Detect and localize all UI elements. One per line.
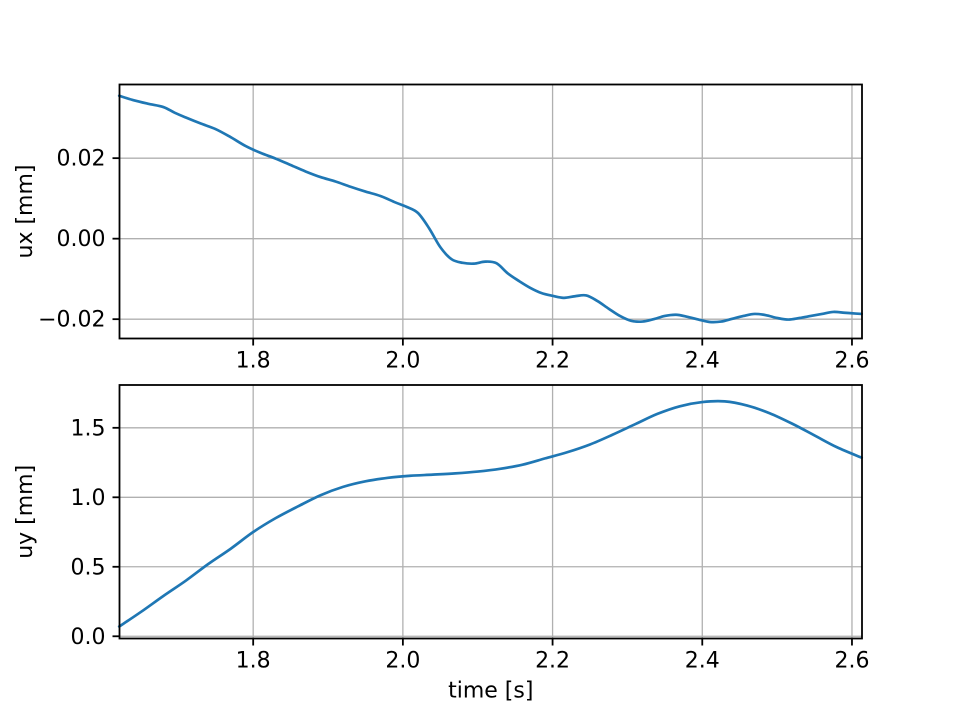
x-axis-label: time [s] <box>448 679 533 704</box>
y-axis-label: ux [mm] <box>13 165 38 259</box>
ux-line <box>117 94 864 324</box>
x-tick-label: 1.8 <box>236 649 271 674</box>
x-axis: 1.8 2.0 2.2 2.4 2.6 <box>236 638 869 674</box>
y-axis: 0.0 0.5 1.0 1.5 <box>71 416 120 650</box>
y-tick-label: 0.02 <box>57 147 106 172</box>
x-tick-label: 1.8 <box>236 349 271 374</box>
x-tick-label: 2.2 <box>535 349 570 374</box>
gridlines <box>119 385 862 639</box>
y-tick-label: 0.0 <box>71 625 106 650</box>
gridlines <box>119 84 862 339</box>
y-axis-label: uy [mm] <box>13 465 38 559</box>
uy-line <box>117 399 864 628</box>
x-tick-label: 2.4 <box>685 649 720 674</box>
axes-spines <box>118 384 863 640</box>
x-tick-label: 2.6 <box>834 649 869 674</box>
ux-time-plot: 1.8 2.0 2.2 2.4 2.6 −0.02 0.00 0.02 ux [mm] <box>13 83 869 374</box>
uy-time-plot: 1.8 2.0 2.2 2.4 2.6 0.0 0.5 1.0 1.5 uy [mm] time [… <box>13 384 869 704</box>
x-tick-label: 2.0 <box>385 649 420 674</box>
y-tick-label: 0.00 <box>57 227 106 252</box>
x-tick-label: 2.0 <box>385 349 420 374</box>
axes-spines <box>118 83 863 340</box>
x-tick-label: 2.6 <box>834 349 869 374</box>
y-axis: −0.02 0.00 0.02 <box>38 147 120 333</box>
x-tick-label: 2.4 <box>685 349 720 374</box>
y-tick-label: 0.5 <box>71 555 106 580</box>
x-axis: 1.8 2.0 2.2 2.4 2.6 <box>236 338 869 374</box>
x-tick-label: 2.2 <box>535 649 570 674</box>
y-tick-label: 1.0 <box>71 486 106 511</box>
y-tick-label: −0.02 <box>38 308 105 333</box>
y-tick-label: 1.5 <box>71 416 106 441</box>
